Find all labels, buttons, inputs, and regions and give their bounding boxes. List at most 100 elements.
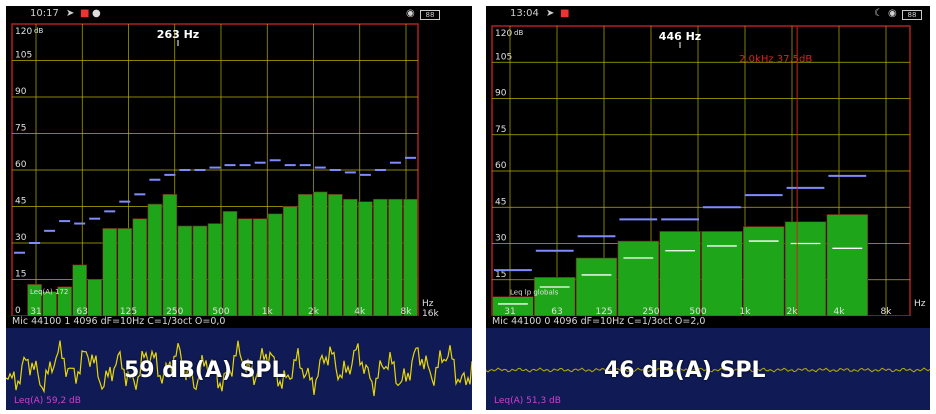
y-tick-label: 75 xyxy=(15,124,26,134)
x-tick-label: 63 xyxy=(77,307,88,317)
x-tick-label: 500 xyxy=(689,307,706,317)
y-tick-label: 15 xyxy=(15,270,26,280)
spectrum-bar xyxy=(207,223,223,317)
spectrum-bar xyxy=(177,225,193,317)
battery-icon: 88 xyxy=(420,10,440,20)
spectrum-bar xyxy=(297,194,313,317)
x-tick-label: 125 xyxy=(120,307,137,317)
left-spl-readout: 59 dB(A) SPL xyxy=(124,358,286,383)
y-tick-label: 30 xyxy=(15,233,27,243)
right-phone-screen: 13:04 ➤ ■ ☾ ◉ 88 120 105 90 75 60 45 30 15 dB 2,0… xyxy=(486,6,930,410)
spectrum-bar xyxy=(132,218,148,317)
spectrum-bar xyxy=(327,194,343,317)
spectrum-bar xyxy=(192,225,208,317)
y-tick-label: 0 xyxy=(15,306,21,316)
message-icon: ■ xyxy=(80,8,90,19)
spectrum-bar xyxy=(742,226,785,317)
y-tick-label: 45 xyxy=(15,197,26,207)
right-waveform xyxy=(486,367,930,373)
spectrum-bar xyxy=(117,228,133,317)
spectrum-bar xyxy=(72,264,87,317)
x-tick-label: 1k xyxy=(740,307,752,317)
spectrum-bar xyxy=(42,291,57,317)
x-tick-label: 4k xyxy=(354,307,366,317)
x-tick-label: 2k xyxy=(787,307,799,317)
status-time: 13:04 xyxy=(510,8,539,19)
status-time: 10:17 xyxy=(30,8,59,19)
spectrum-bar xyxy=(701,231,743,317)
spectrum-bar xyxy=(492,296,534,317)
left-waveform xyxy=(6,340,472,397)
legend-mini-label: Leq lp globals xyxy=(510,288,559,296)
spectrum-bar xyxy=(388,198,403,317)
y-tick-label: 30 xyxy=(495,234,507,244)
spectrum-bar xyxy=(87,279,103,317)
spectrum-bar xyxy=(57,286,72,317)
spectrum-bar xyxy=(147,203,163,317)
left-info-line: Mic 44100 1 4096 dF=10Hz C=1/3oct O=0,0 xyxy=(6,316,472,328)
right-spl-readout: 46 dB(A) SPL xyxy=(604,358,766,383)
y-tick-label: 90 xyxy=(15,87,27,97)
spectrum-bar xyxy=(312,191,328,317)
spectrum-bar xyxy=(358,201,373,317)
spectrum-bar xyxy=(162,194,178,317)
y-tick-label: 60 xyxy=(495,161,507,171)
y-tick-label: 60 xyxy=(15,160,27,170)
y-tick-label: 105 xyxy=(495,52,512,62)
spectrum-bar xyxy=(826,214,868,317)
x-unit-label: Hz xyxy=(422,299,434,309)
x-tick-label: 8k xyxy=(401,307,413,317)
spectrum-bar xyxy=(533,277,576,317)
spectrum-bar xyxy=(784,221,827,317)
battery-icon: 88 xyxy=(902,10,922,20)
spectrum-bar xyxy=(403,198,418,317)
send-icon: ➤ xyxy=(546,8,555,19)
spectrum-bar xyxy=(237,218,253,317)
spectrum-bar xyxy=(343,198,358,317)
left-waveform-panel[interactable]: 59 dB(A) SPL Leq(A) 59,2 dB xyxy=(6,328,472,410)
left-leq-readout: Leq(A) 59,2 dB xyxy=(14,396,81,406)
y-tick-label: 45 xyxy=(495,197,506,207)
y-tick-label: 120 xyxy=(15,27,32,37)
x-unit-label: Hz xyxy=(914,299,926,309)
x-tick-label: 63 xyxy=(551,307,562,317)
alarm-icon: ◉ xyxy=(888,8,897,19)
left-spectrum-chart[interactable]: 120 105 90 75 60 45 30 15 0 dB 31 63 125 250 500 1k 2k 4k… xyxy=(6,6,472,318)
right-spectrum-chart[interactable]: 120 105 90 75 60 45 30 15 dB 2,0kHz 37,5dB 31 63 125… xyxy=(486,6,930,318)
y-unit-label: dB xyxy=(34,27,43,35)
left-status-bar: 10:17 ➤ ■ ● ◉ 88 xyxy=(6,6,472,22)
spectrum-bar xyxy=(282,206,298,317)
peak-frequency-label: 263 Hz xyxy=(157,28,199,41)
send-icon: ➤ xyxy=(66,8,75,19)
peak-frequency-label: 446 Hz xyxy=(659,30,701,43)
alarm-icon: ◉ xyxy=(406,8,415,19)
spectrum-bar xyxy=(267,213,283,317)
message-icon: ■ xyxy=(560,8,570,19)
right-leq-readout: Leq(A) 51,3 dB xyxy=(494,396,561,406)
spectrum-bar xyxy=(575,257,618,317)
right-waveform-panel[interactable]: 46 dB(A) SPL Leq(A) 51,3 dB xyxy=(486,328,930,410)
x-tick-label: 31 xyxy=(30,307,41,317)
x-tick-label: 1k xyxy=(262,307,274,317)
x-tick-label: 250 xyxy=(166,307,183,317)
y-tick-label: 105 xyxy=(15,51,32,61)
y-tick-label: 90 xyxy=(495,89,507,99)
left-phone-screen: 10:17 ➤ ■ ● ◉ 88 120 105 90 75 60 45 30 15 0 dB 31… xyxy=(6,6,472,410)
spectrum-bar xyxy=(373,198,388,317)
x-tick-label: 4k xyxy=(834,307,846,317)
spectrum-bar xyxy=(659,231,701,317)
whatsapp-icon: ● xyxy=(92,8,101,19)
x-tick-label: 31 xyxy=(504,307,515,317)
y-tick-label: 75 xyxy=(495,125,506,135)
x-tick-label: 2k xyxy=(308,307,320,317)
x-tick-label: 500 xyxy=(212,307,229,317)
x-tick-label: 8k xyxy=(881,307,893,317)
cursor-readout: 2,0kHz 37,5dB xyxy=(739,54,812,65)
right-info-line: Mic 44100 0 4096 dF=10Hz C=1/3oct O=2,0 xyxy=(486,316,930,328)
y-unit-label: dB xyxy=(514,29,523,37)
y-tick-label: 15 xyxy=(495,270,506,280)
legend-mini-label: Leq(A) 172 xyxy=(30,288,68,296)
spectrum-bar xyxy=(252,218,268,317)
moon-icon: ☾ xyxy=(874,8,883,19)
x-tick-label: 250 xyxy=(642,307,659,317)
